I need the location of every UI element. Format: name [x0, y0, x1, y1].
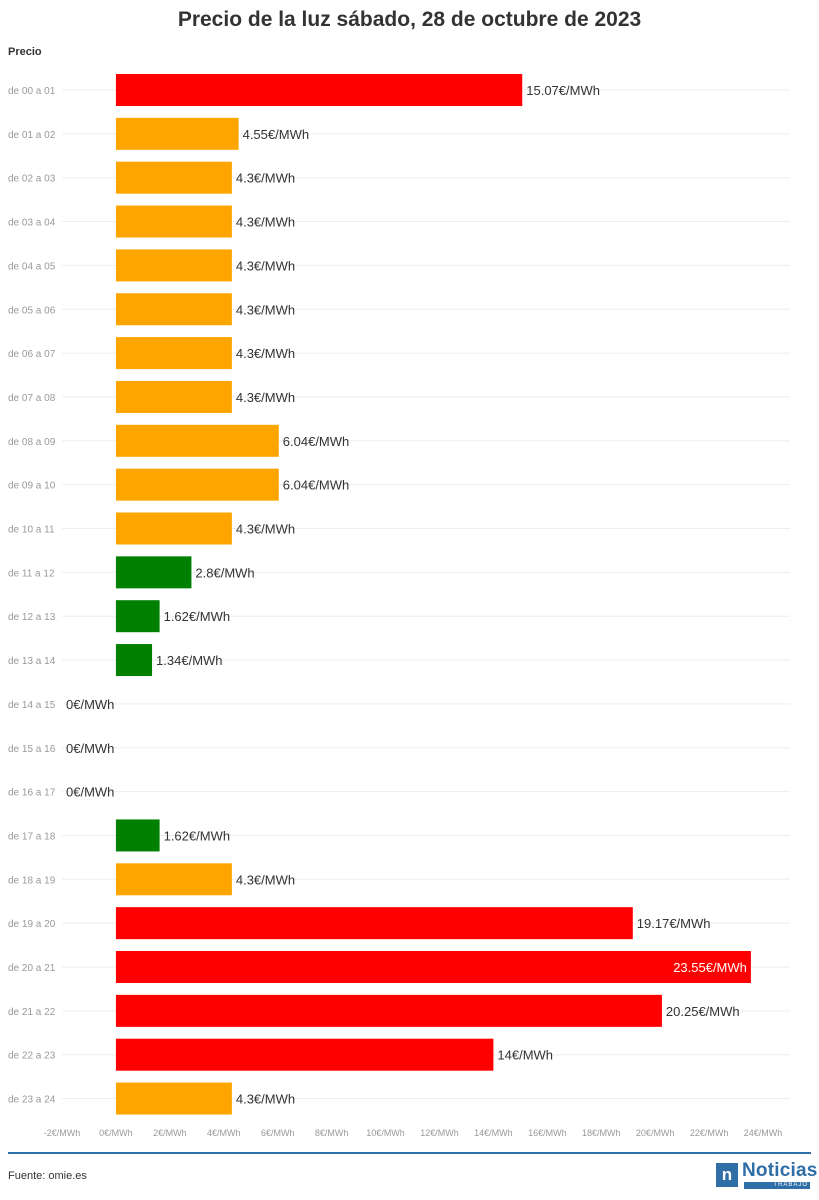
bar[interactable] — [115, 424, 279, 457]
category-label: de 19 a 20 — [8, 919, 56, 930]
x-tick-label: 18€/MWh — [582, 1128, 621, 1138]
data-label: 4.3€/MWh — [236, 258, 295, 273]
bar[interactable] — [115, 994, 662, 1027]
x-tick-label: 12€/MWh — [420, 1128, 459, 1138]
x-tick-label: 24€/MWh — [744, 1128, 783, 1138]
x-tick-label: 0€/MWh — [99, 1128, 133, 1138]
bar[interactable] — [115, 907, 633, 940]
data-label: 6.04€/MWh — [283, 478, 349, 493]
data-label: 20.25€/MWh — [666, 1004, 740, 1019]
bar[interactable] — [115, 600, 160, 633]
bar[interactable] — [115, 74, 523, 106]
category-label: de 22 a 23 — [8, 1051, 56, 1062]
bar[interactable] — [115, 819, 160, 852]
x-tick-label: 22€/MWh — [690, 1128, 729, 1138]
data-label: 4.3€/MWh — [236, 390, 295, 405]
data-label: 4.3€/MWh — [236, 872, 295, 887]
category-label: de 16 a 17 — [8, 788, 56, 799]
series-label: Precio — [8, 46, 42, 58]
chart-title: Precio de la luz sábado, 28 de octubre d… — [177, 8, 642, 31]
bar[interactable] — [115, 205, 232, 238]
bar[interactable] — [115, 644, 153, 677]
category-label: de 04 a 05 — [8, 261, 56, 272]
category-label: de 01 a 02 — [8, 130, 56, 141]
logo-subtitle: TRABAJO — [744, 1182, 810, 1189]
category-label: de 08 a 09 — [8, 437, 56, 448]
data-label: 15.07€/MWh — [526, 83, 600, 98]
category-label: de 05 a 06 — [8, 305, 56, 316]
category-label: de 17 a 18 — [8, 831, 56, 842]
noticias-trabajo-logo[interactable]: n Noticias TRABAJO — [716, 1160, 817, 1189]
bar[interactable] — [115, 1038, 494, 1071]
data-label: 1.34€/MWh — [156, 653, 222, 668]
x-tick-label: 14€/MWh — [474, 1128, 513, 1138]
x-tick-label: -2€/MWh — [44, 1128, 81, 1138]
data-label: 4.3€/MWh — [236, 522, 295, 537]
x-tick-label: 8€/MWh — [315, 1128, 349, 1138]
data-label: 0€/MWh — [66, 785, 114, 800]
data-label: 4.3€/MWh — [236, 215, 295, 230]
category-label: de 09 a 10 — [8, 481, 56, 492]
bar-chart: de 00 a 01 15.07€/MWh de 01 a 02 4.55€/MWh d… — [8, 74, 790, 1138]
category-label: de 11 a 12 — [8, 568, 55, 579]
category-label: de 15 a 16 — [8, 744, 56, 755]
footer-divider — [8, 1152, 811, 1154]
data-label: 6.04€/MWh — [283, 434, 349, 449]
category-label: de 02 a 03 — [8, 174, 56, 185]
bar[interactable] — [115, 337, 232, 370]
category-label: de 20 a 21 — [8, 963, 56, 974]
data-label: 1.62€/MWh — [164, 609, 230, 624]
bar[interactable] — [115, 512, 232, 545]
data-label: 4.3€/MWh — [236, 171, 295, 186]
category-label: de 21 a 22 — [8, 1007, 56, 1018]
x-tick-label: 2€/MWh — [153, 1128, 187, 1138]
bar[interactable] — [115, 556, 192, 589]
data-label: 4.3€/MWh — [236, 346, 295, 361]
category-label: de 07 a 08 — [8, 393, 56, 404]
bar[interactable] — [115, 951, 751, 983]
data-label: 1.62€/MWh — [164, 828, 230, 843]
data-label: 0€/MWh — [66, 741, 114, 756]
category-label: de 12 a 13 — [8, 612, 56, 623]
data-label: 4.3€/MWh — [236, 1092, 295, 1107]
source-text: Fuente: omie.es — [8, 1170, 87, 1182]
data-label: 2.8€/MWh — [195, 565, 254, 580]
category-label: de 03 a 04 — [8, 218, 56, 229]
bar[interactable] — [115, 249, 232, 282]
logo-mark: n — [716, 1163, 738, 1187]
category-label: de 18 a 19 — [8, 875, 56, 886]
data-label: 14€/MWh — [497, 1048, 553, 1063]
category-label: de 14 a 15 — [8, 700, 56, 711]
bar[interactable] — [115, 117, 239, 150]
bar[interactable] — [115, 380, 232, 413]
data-label: 23.55€/MWh — [673, 960, 747, 975]
x-tick-label: 4€/MWh — [207, 1128, 241, 1138]
category-label: de 06 a 07 — [8, 349, 56, 360]
x-tick-label: 6€/MWh — [261, 1128, 295, 1138]
x-tick-label: 16€/MWh — [528, 1128, 567, 1138]
category-label: de 23 a 24 — [8, 1095, 56, 1106]
category-label: de 00 a 01 — [8, 86, 56, 97]
data-label: 0€/MWh — [66, 697, 114, 712]
bar[interactable] — [115, 468, 279, 501]
data-label: 4.55€/MWh — [243, 127, 309, 142]
bar[interactable] — [115, 1082, 232, 1115]
bar[interactable] — [115, 293, 232, 326]
x-tick-label: 20€/MWh — [636, 1128, 675, 1138]
bar[interactable] — [115, 161, 232, 194]
data-label: 4.3€/MWh — [236, 302, 295, 317]
bar[interactable] — [115, 863, 232, 896]
logo-wordmark: Noticias — [742, 1160, 818, 1181]
data-label: 19.17€/MWh — [637, 916, 711, 931]
x-tick-label: 10€/MWh — [366, 1128, 405, 1138]
category-label: de 13 a 14 — [8, 656, 56, 667]
category-label: de 10 a 11 — [8, 525, 55, 536]
